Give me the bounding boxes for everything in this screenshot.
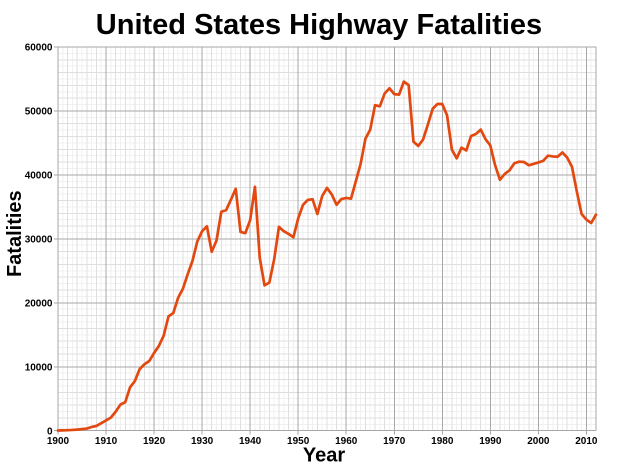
svg-text:10000: 10000	[25, 362, 53, 373]
svg-text:2010: 2010	[575, 436, 598, 447]
svg-text:20000: 20000	[25, 298, 53, 309]
svg-text:1930: 1930	[191, 436, 214, 447]
svg-text:1980: 1980	[431, 436, 454, 447]
svg-text:1900: 1900	[47, 436, 70, 447]
svg-text:Year: Year	[303, 445, 345, 467]
svg-text:0: 0	[47, 426, 53, 437]
svg-text:40000: 40000	[25, 171, 53, 182]
svg-text:1960: 1960	[335, 436, 358, 447]
svg-text:1920: 1920	[143, 436, 166, 447]
svg-text:1950: 1950	[287, 436, 310, 447]
svg-text:Fatalities: Fatalities	[4, 190, 26, 277]
svg-text:1970: 1970	[383, 436, 406, 447]
svg-text:1940: 1940	[239, 436, 262, 447]
svg-text:United States Highway Fataliti: United States Highway Fatalities	[96, 9, 542, 41]
svg-text:30000: 30000	[25, 234, 53, 245]
svg-text:60000: 60000	[25, 43, 53, 54]
svg-text:1910: 1910	[95, 436, 118, 447]
svg-text:1990: 1990	[479, 436, 502, 447]
svg-text:50000: 50000	[25, 107, 53, 118]
svg-text:2000: 2000	[527, 436, 550, 447]
